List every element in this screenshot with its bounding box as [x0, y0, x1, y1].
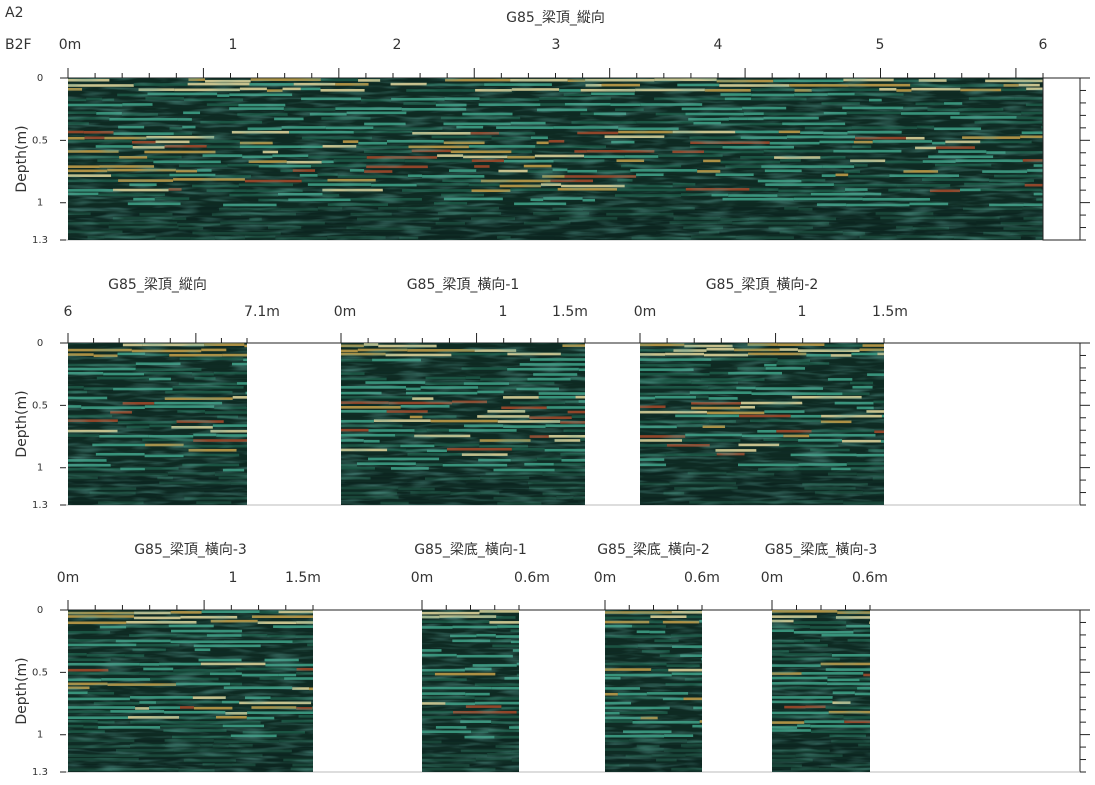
depth-tick-label: 1	[37, 730, 43, 741]
depth-tick-label: 0	[37, 73, 43, 84]
depth-tick-label: 1	[37, 463, 43, 474]
distance-tick-label: 1	[229, 37, 238, 53]
distance-tick-label: 1	[798, 304, 807, 320]
distance-tick-label: 0m	[594, 570, 617, 586]
distance-tick-label: 6	[64, 304, 73, 320]
radargram	[68, 610, 313, 772]
radargram	[68, 343, 247, 505]
panel-title: G85_梁底_橫向-2	[597, 542, 710, 558]
radargram	[605, 610, 702, 772]
depth-axis-label: Depth(m)	[14, 390, 30, 457]
distance-tick-label: 7.1m	[244, 304, 280, 320]
grain	[772, 610, 870, 772]
panel-title: G85_梁頂_橫向-3	[134, 542, 247, 558]
distance-tick-label: 1.5m	[872, 304, 908, 320]
distance-tick-label: 0.6m	[514, 570, 550, 586]
grain	[68, 78, 1043, 240]
plot-id: A2	[5, 5, 23, 21]
grain	[68, 343, 247, 505]
depth-tick-label: 0.5	[32, 135, 48, 146]
depth-tick-label: 1.3	[32, 235, 48, 246]
radargram	[640, 343, 884, 505]
grain	[68, 610, 313, 772]
panel-title: G85_梁底_橫向-3	[765, 542, 878, 558]
panel-title: G85_梁底_橫向-1	[414, 542, 527, 558]
depth-tick-label: 1.3	[32, 767, 48, 778]
distance-tick-label: 0m	[334, 304, 357, 320]
depth-axis-label: Depth(m)	[14, 125, 30, 192]
radargram	[422, 610, 519, 772]
distance-tick-label: 0m	[634, 304, 657, 320]
distance-tick-label: 1	[229, 570, 238, 586]
grain	[422, 610, 519, 772]
distance-tick-label: 2	[393, 37, 402, 53]
panel-title: G85_梁頂_橫向-2	[706, 277, 819, 293]
distance-tick-label: 6	[1039, 37, 1048, 53]
depth-tick-label: 1.3	[32, 500, 48, 511]
depth-tick-label: 0.5	[32, 400, 48, 411]
distance-tick-label: 1.5m	[552, 304, 588, 320]
distance-tick-label: 0.6m	[852, 570, 888, 586]
distance-tick-label: 4	[714, 37, 723, 53]
distance-tick-label: 0m	[411, 570, 434, 586]
radargram	[68, 78, 1043, 240]
floor-label: B2F	[5, 37, 32, 53]
distance-tick-label: 0.6m	[684, 570, 720, 586]
distance-tick-label: 0m	[57, 570, 80, 586]
grain	[605, 610, 702, 772]
panel-title: G85_梁頂_橫向-1	[407, 277, 520, 293]
panel-title: G85_梁頂_縱向	[108, 277, 207, 293]
grain	[640, 343, 884, 505]
blank-area	[1042, 77, 1081, 241]
radargram	[341, 343, 585, 505]
depth-axis-label: Depth(m)	[14, 657, 30, 724]
distance-tick-label: 1.5m	[285, 570, 321, 586]
depth-tick-label: 0	[37, 338, 43, 349]
depth-tick-label: 0	[37, 605, 43, 616]
radargram	[772, 610, 870, 772]
depth-tick-label: 0.5	[32, 667, 48, 678]
distance-tick-label: 1	[499, 304, 508, 320]
depth-tick-label: 1	[37, 198, 43, 209]
distance-tick-label: 0m	[59, 37, 82, 53]
distance-tick-label: 5	[876, 37, 885, 53]
panel-title: G85_梁頂_縱向	[506, 10, 605, 26]
distance-tick-label: 0m	[761, 570, 784, 586]
grain	[341, 343, 585, 505]
distance-tick-label: 3	[552, 37, 561, 53]
